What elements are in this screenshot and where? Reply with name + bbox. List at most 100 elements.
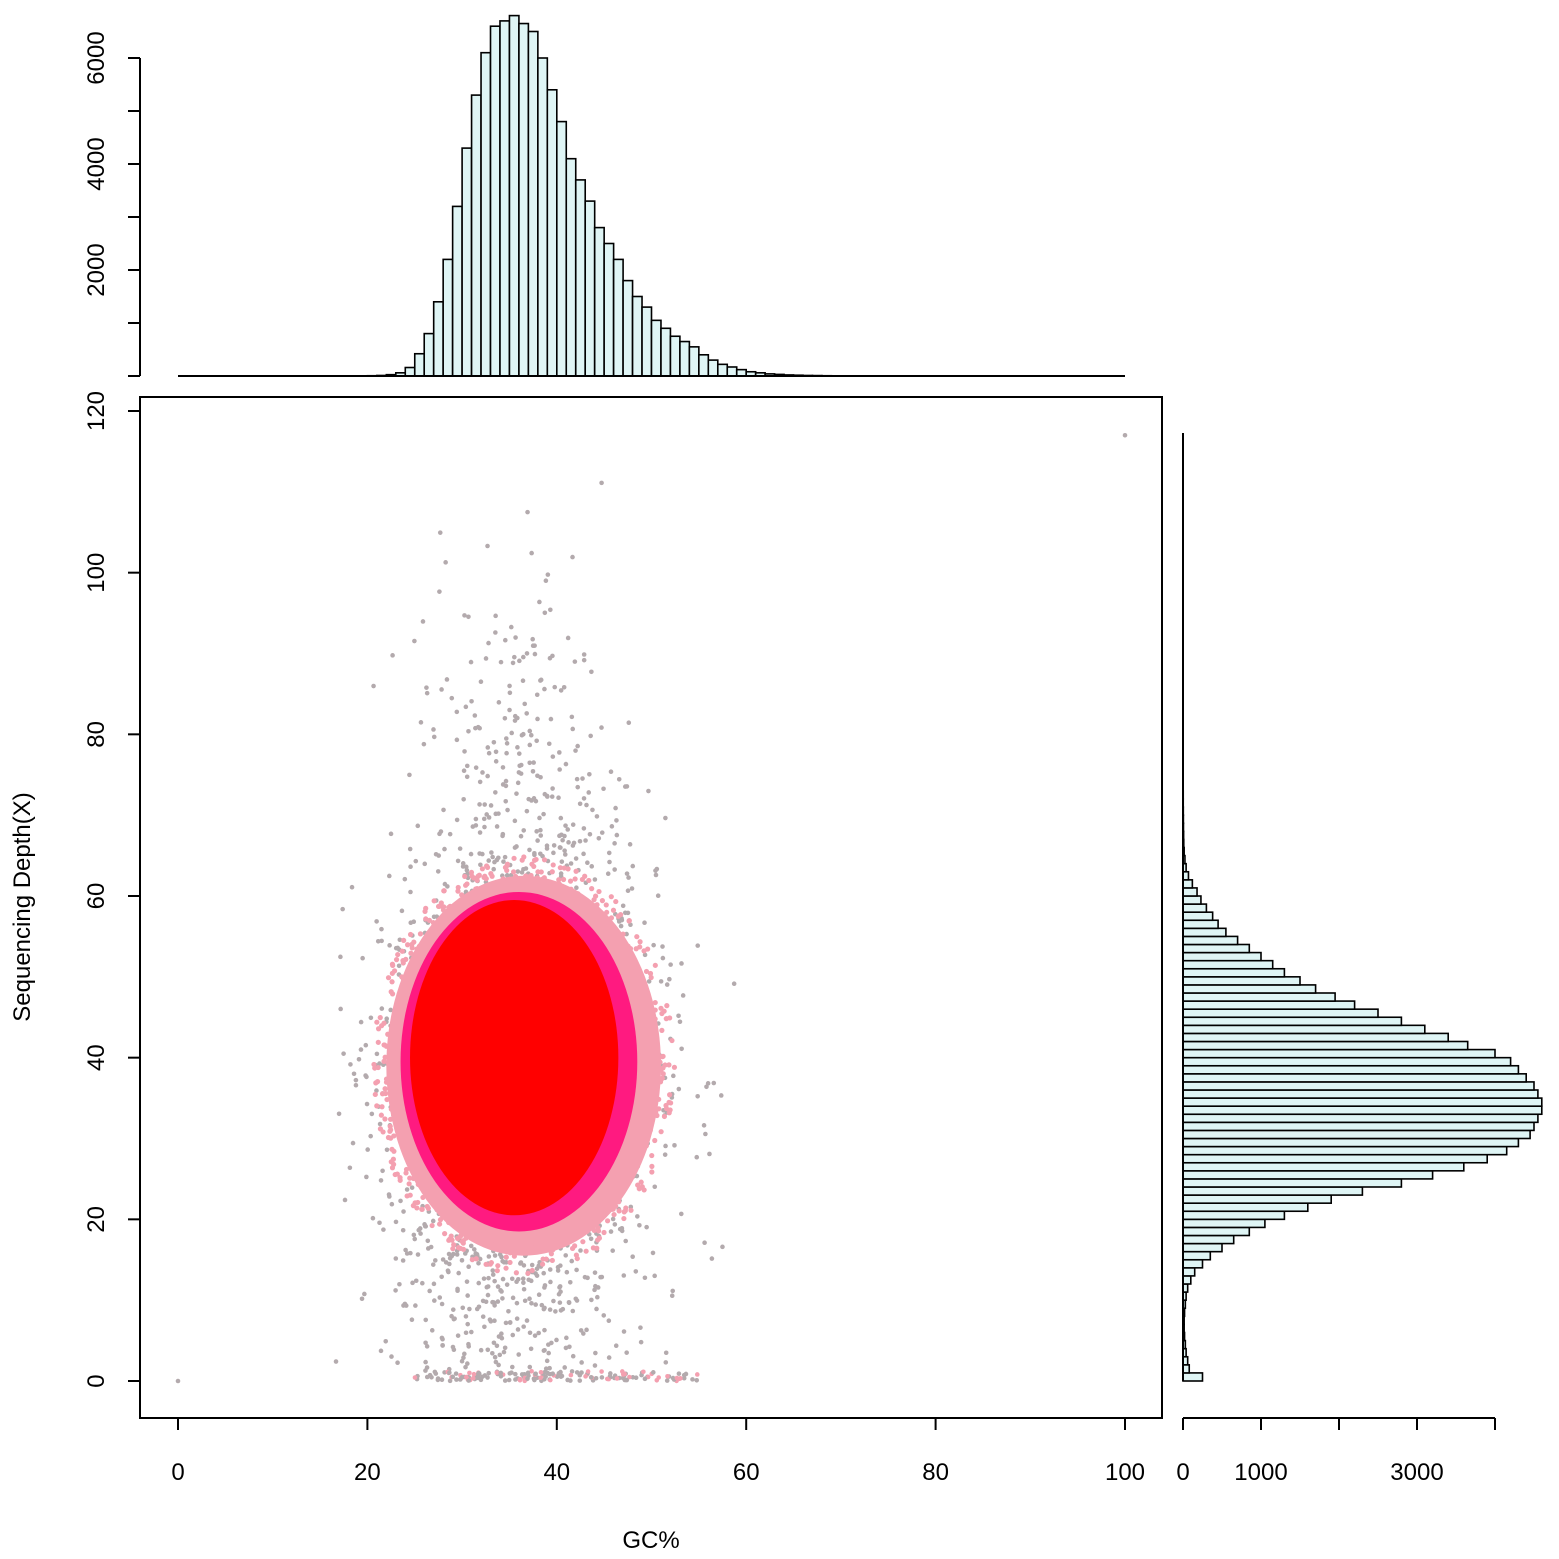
scatter-point xyxy=(499,880,505,886)
scatter-point xyxy=(453,1371,459,1376)
scatter-point xyxy=(483,656,489,661)
scatter-point xyxy=(375,938,381,944)
scatter-point xyxy=(570,822,576,827)
scatter-point xyxy=(502,854,508,860)
scatter-point xyxy=(424,685,429,690)
scatter-point xyxy=(384,1096,390,1103)
scatter-point xyxy=(435,869,441,874)
scatter-point xyxy=(476,1370,481,1376)
scatter-point xyxy=(561,865,567,871)
scatter-point xyxy=(583,1248,589,1254)
scatter-point xyxy=(607,933,613,939)
top-histogram-bar xyxy=(565,157,577,377)
scatter-point xyxy=(653,872,659,878)
scatter-point xyxy=(530,643,536,649)
top-histogram-bar xyxy=(413,352,426,377)
scatter-point xyxy=(636,1134,642,1140)
scatter-point xyxy=(395,1095,401,1102)
scatter-point xyxy=(517,1243,523,1249)
scatter-point xyxy=(518,771,524,776)
right-histogram-bar xyxy=(1182,1113,1539,1124)
scatter-point xyxy=(651,1034,657,1040)
scatter-point xyxy=(528,872,534,879)
x-tick-label: 0 xyxy=(171,1459,184,1486)
scatter-point xyxy=(404,1136,410,1142)
scatter-point xyxy=(642,1376,648,1382)
scatter-point xyxy=(492,1318,497,1324)
scatter-point xyxy=(663,1016,669,1022)
scatter-point xyxy=(520,1276,526,1281)
x-axis-ticks: 0 20 40 60 80 100 xyxy=(171,1418,1145,1486)
scatter-point xyxy=(417,1226,423,1231)
scatter-point xyxy=(401,937,407,943)
scatter-point xyxy=(630,1254,635,1259)
scatter-point xyxy=(435,903,442,910)
scatter-point xyxy=(527,1296,532,1302)
scatter-point xyxy=(389,961,396,967)
scatter-point xyxy=(709,1256,715,1261)
scatter-point xyxy=(375,1039,381,1045)
scatter-point xyxy=(475,1374,481,1380)
scatter-point xyxy=(407,1192,413,1198)
scatter-point xyxy=(395,951,401,958)
scatter-point xyxy=(465,1293,470,1298)
scatter-point xyxy=(431,1281,437,1287)
scatter-point xyxy=(635,1214,640,1219)
scatter-point xyxy=(643,1015,649,1021)
scatter-point xyxy=(512,654,517,660)
scatter-point xyxy=(633,1269,639,1274)
scatter-point xyxy=(676,1371,682,1376)
scatter-point xyxy=(378,1348,384,1354)
top-histogram-y-tick-label: 4000 xyxy=(83,137,110,190)
scatter-point xyxy=(626,875,631,880)
scatter-point xyxy=(588,1236,594,1242)
scatter-point xyxy=(599,830,605,835)
scatter-point xyxy=(564,1335,569,1341)
scatter-point xyxy=(507,707,512,713)
scatter-point xyxy=(521,1324,526,1329)
scatter-point xyxy=(381,1058,387,1064)
scatter-point xyxy=(473,816,479,822)
scatter-point xyxy=(654,1377,660,1383)
scatter-point xyxy=(459,892,465,898)
scatter-point xyxy=(476,1280,482,1286)
scatter-point xyxy=(447,1370,452,1375)
top-histogram-bars xyxy=(366,14,861,377)
scatter-point xyxy=(695,1094,700,1099)
scatter-point xyxy=(647,1084,653,1090)
scatter-point xyxy=(656,1096,662,1102)
scatter-point xyxy=(461,1355,466,1361)
scatter-point xyxy=(563,1253,569,1258)
scatter-point xyxy=(563,761,569,767)
scatter-point xyxy=(598,1274,603,1280)
scatter-point xyxy=(507,690,513,696)
scatter-point xyxy=(585,1217,591,1224)
scatter-point xyxy=(462,1351,467,1357)
top-histogram-bar xyxy=(423,332,435,377)
right-histogram-bar xyxy=(1182,1024,1426,1035)
scatter-point xyxy=(388,1106,394,1112)
top-histogram-bar xyxy=(698,353,710,377)
scatter-point xyxy=(541,811,546,817)
scatter-point xyxy=(418,1231,423,1236)
scatter-point xyxy=(363,1073,368,1078)
scatter-point xyxy=(485,773,490,779)
scatter-point xyxy=(641,1369,646,1375)
scatter-point xyxy=(504,741,510,746)
scatter-point xyxy=(548,1279,553,1285)
scatter-point xyxy=(380,1168,385,1174)
scatter-point xyxy=(374,1079,381,1085)
scatter-point xyxy=(336,1111,342,1117)
scatter-point xyxy=(430,920,436,926)
scatter-point xyxy=(467,1370,472,1376)
scatter-point xyxy=(513,1270,519,1276)
y-tick-label: 60 xyxy=(83,883,110,910)
scatter-point xyxy=(500,876,506,882)
scatter-point xyxy=(635,1182,641,1188)
y-tick-label: 120 xyxy=(83,391,110,431)
scatter-point xyxy=(615,939,621,945)
scatter-point xyxy=(529,1369,534,1374)
scatter-point xyxy=(399,948,405,954)
scatter-point xyxy=(389,991,396,997)
scatter-point xyxy=(546,1350,551,1356)
